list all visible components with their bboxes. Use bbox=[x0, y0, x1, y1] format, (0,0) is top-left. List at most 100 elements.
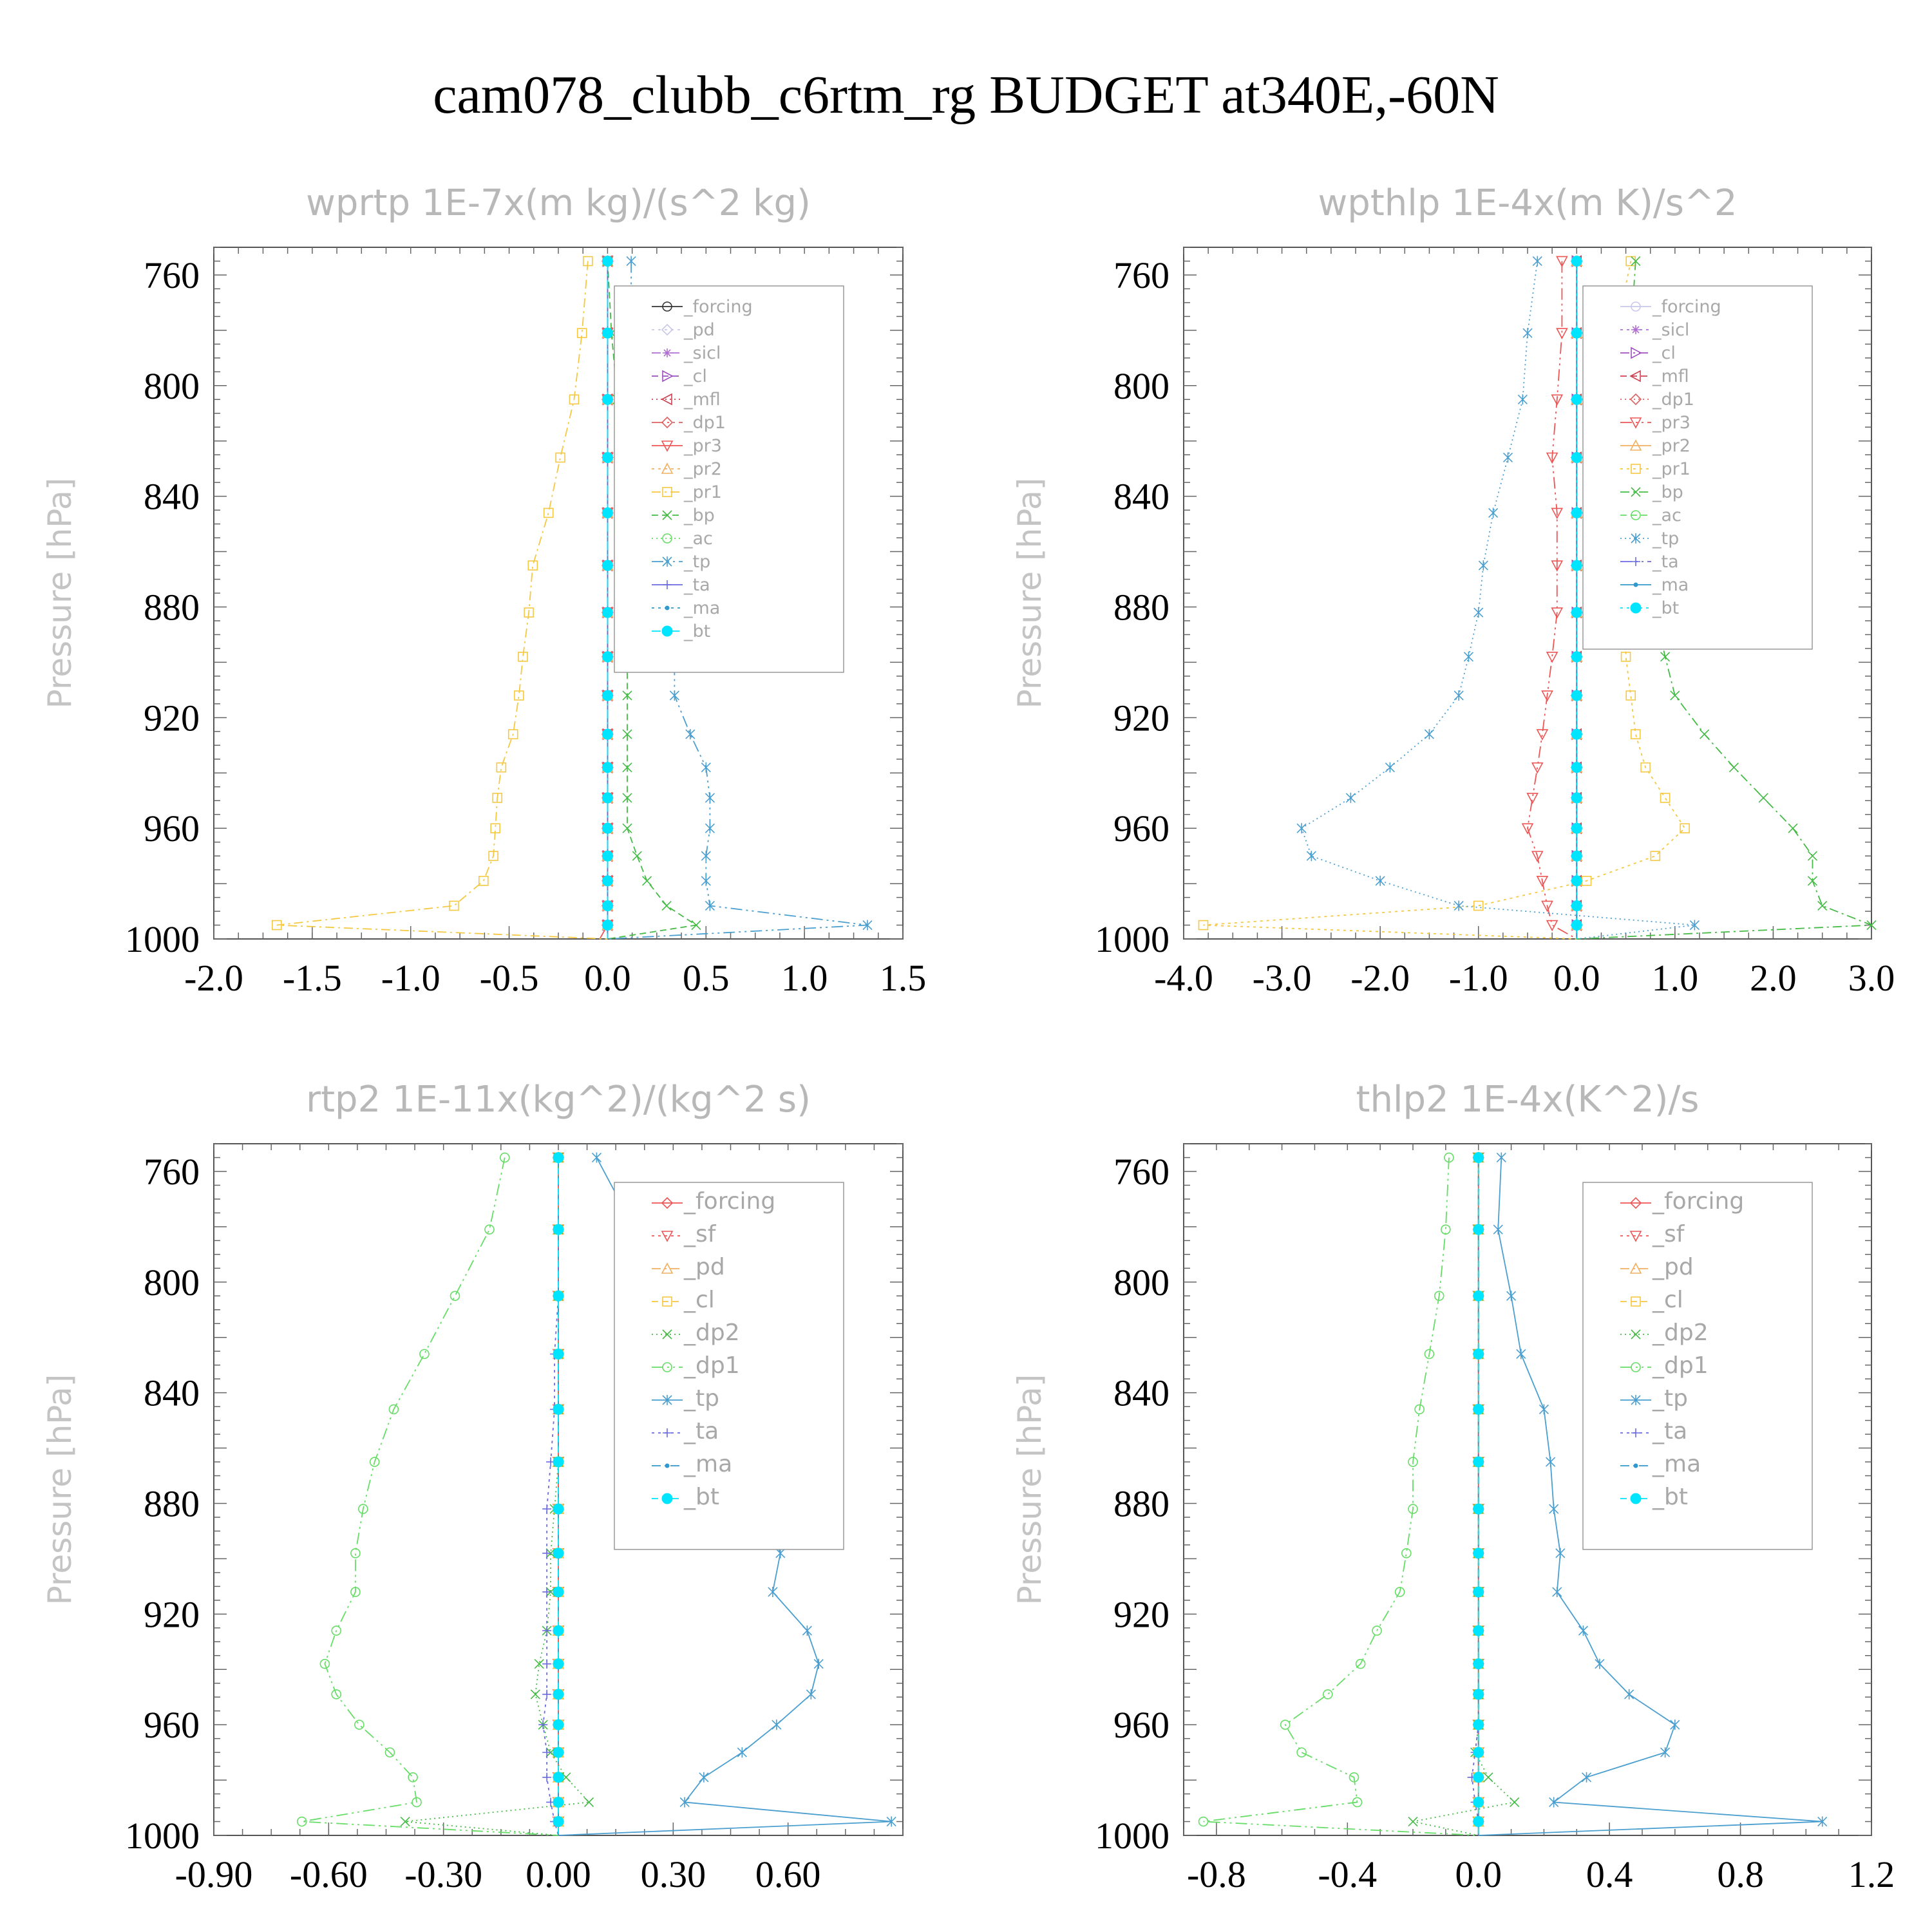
series-pr3 bbox=[599, 256, 614, 940]
legend-marker bbox=[1631, 1296, 1641, 1307]
legend-label: _pr3 bbox=[1652, 413, 1690, 433]
legend-marker bbox=[663, 1428, 672, 1437]
data-point bbox=[1198, 920, 1209, 931]
data-point bbox=[542, 1548, 552, 1558]
data-point bbox=[553, 1224, 564, 1235]
data-point bbox=[1700, 729, 1710, 739]
legend-label: _pd bbox=[683, 1254, 725, 1280]
data-point bbox=[1571, 792, 1582, 804]
data-point bbox=[601, 728, 613, 740]
legend-marker bbox=[1631, 1362, 1641, 1372]
data-point bbox=[1473, 1290, 1484, 1302]
data-point bbox=[701, 851, 711, 862]
data-point bbox=[1807, 851, 1818, 861]
data-point bbox=[1556, 256, 1568, 268]
legend-label: _tp bbox=[683, 1385, 719, 1412]
x-tick-label: -0.60 bbox=[290, 1853, 368, 1895]
legend-label: _forcing bbox=[683, 297, 753, 317]
data-point bbox=[1516, 1349, 1526, 1359]
data-point bbox=[601, 920, 613, 931]
data-point bbox=[1345, 792, 1356, 803]
data-point bbox=[1434, 1291, 1444, 1302]
series-bt bbox=[1473, 1151, 1484, 1835]
legend-marker bbox=[662, 533, 672, 544]
legend-label: _cl bbox=[1652, 1287, 1683, 1313]
data-point bbox=[1306, 851, 1316, 862]
chart-panel-3: rtp2 1E-11x(kg^2)/(kg^2 s) Pressure [hPa]… bbox=[41, 1079, 904, 1895]
legend-marker bbox=[662, 1296, 672, 1307]
legend-label: _ma bbox=[683, 1451, 732, 1477]
series-ta bbox=[538, 1153, 563, 1836]
legend-marker bbox=[1631, 533, 1641, 544]
x-tick-label: 1.0 bbox=[781, 957, 828, 999]
data-point bbox=[1541, 900, 1553, 913]
legend-label: _ma bbox=[683, 598, 720, 618]
legend-label: _ma bbox=[1652, 575, 1689, 595]
data-point bbox=[1660, 1747, 1671, 1758]
y-tick-label: 960 bbox=[1113, 808, 1170, 849]
y-axis-label: Pressure [hPa] bbox=[1011, 478, 1048, 709]
data-point bbox=[518, 652, 528, 662]
data-point bbox=[553, 1290, 564, 1302]
legend-label: _sf bbox=[683, 1221, 717, 1247]
data-point bbox=[1578, 1625, 1589, 1636]
data-point bbox=[685, 729, 696, 740]
legend-marker bbox=[1629, 439, 1642, 451]
data-point bbox=[1473, 1719, 1484, 1730]
data-point bbox=[331, 1625, 342, 1636]
data-point bbox=[1571, 607, 1582, 618]
y-tick-label: 880 bbox=[144, 586, 200, 628]
data-point bbox=[1556, 328, 1568, 339]
y-tick-label: 920 bbox=[144, 1593, 200, 1635]
data-point bbox=[601, 393, 613, 405]
legend-marker bbox=[1633, 582, 1638, 587]
data-point bbox=[1549, 1797, 1559, 1808]
legend-marker bbox=[1631, 1428, 1640, 1437]
legend-label: _cl bbox=[683, 1287, 715, 1313]
data-point bbox=[1375, 875, 1385, 886]
data-point bbox=[1473, 1658, 1484, 1670]
legend-marker bbox=[661, 416, 674, 429]
data-point bbox=[499, 1152, 510, 1163]
series-line bbox=[1203, 1157, 1479, 1836]
data-point bbox=[1551, 507, 1564, 520]
data-point bbox=[1473, 1816, 1484, 1828]
legend-label: _bt bbox=[683, 621, 710, 641]
panel-title: wprtp 1E-7x(m kg)/(s^2 kg) bbox=[306, 182, 811, 224]
series-line bbox=[276, 261, 608, 940]
legend-marker bbox=[661, 440, 674, 452]
panel-title: rtp2 1E-11x(kg^2)/(kg^2 s) bbox=[306, 1079, 811, 1121]
data-point bbox=[1473, 607, 1484, 618]
data-point bbox=[601, 651, 613, 663]
data-point bbox=[507, 729, 518, 739]
legend-label: _ac bbox=[683, 529, 713, 549]
data-point bbox=[701, 875, 711, 886]
data-point bbox=[1660, 652, 1671, 662]
data-point bbox=[553, 1747, 564, 1758]
data-point bbox=[388, 1404, 399, 1415]
legend-marker bbox=[1631, 1329, 1641, 1340]
data-point bbox=[583, 256, 593, 267]
data-point bbox=[1352, 1797, 1363, 1808]
legend-label: _dp2 bbox=[683, 1320, 740, 1346]
legend-label: _forcing bbox=[1652, 1188, 1744, 1215]
data-point bbox=[1728, 762, 1739, 773]
legend-marker bbox=[662, 1395, 672, 1405]
data-point bbox=[553, 1586, 564, 1598]
data-point bbox=[553, 1658, 564, 1670]
legend-label: _tp bbox=[1652, 529, 1679, 549]
data-point bbox=[1536, 729, 1549, 741]
series-dp2 bbox=[400, 1152, 594, 1836]
data-point bbox=[553, 1456, 564, 1468]
data-point bbox=[601, 255, 613, 267]
legend-marker bbox=[1629, 417, 1642, 429]
series-bt bbox=[1571, 255, 1582, 939]
data-point bbox=[449, 900, 459, 911]
data-point bbox=[591, 1152, 602, 1163]
legend-marker bbox=[1631, 464, 1641, 474]
data-point bbox=[1473, 1348, 1484, 1359]
legend-marker bbox=[1631, 557, 1640, 566]
data-point bbox=[1571, 560, 1582, 571]
data-point bbox=[705, 823, 715, 834]
data-point bbox=[569, 394, 580, 405]
